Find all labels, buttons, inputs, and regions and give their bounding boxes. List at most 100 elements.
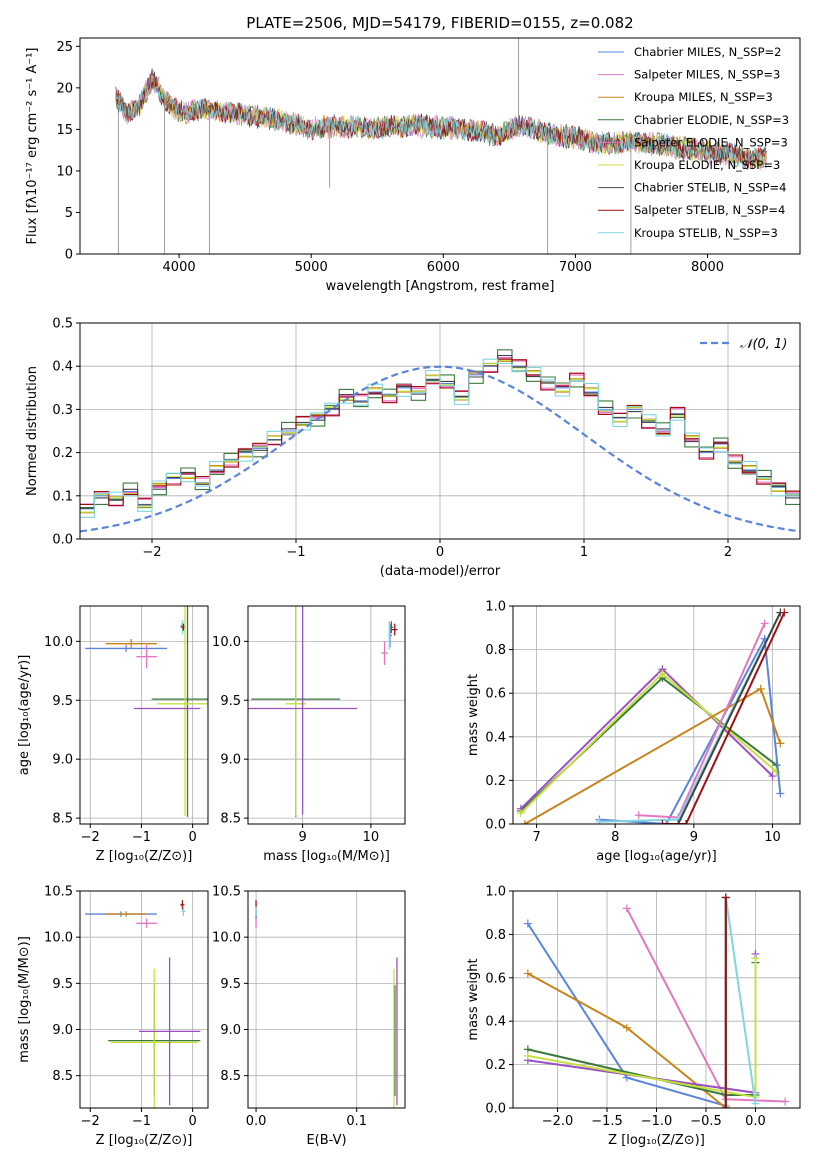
panel-spectrum: 4000 5000 6000 7000 8000 0 5 10 15 20 25 wavelength… bbox=[25, 37, 801, 294]
axes-frame bbox=[79, 322, 801, 540]
panel-z-mass: −2 −1 0 8.5 9.0 9.5 10.0 10.5 Z [log₁₀(Z/Z⊙)] mas… bbox=[17, 885, 209, 1148]
data-point bbox=[248, 606, 358, 815]
x-tick-label: 10 bbox=[764, 830, 781, 845]
weight-marker bbox=[520, 820, 529, 824]
legend-label: Kroupa MILES, N_SSP=3 bbox=[634, 90, 773, 104]
x-tick-label: −1 bbox=[132, 830, 151, 845]
legend-label: Chabrier ELODIE, N_SSP=3 bbox=[634, 113, 789, 127]
x-tick-label: 2 bbox=[724, 545, 732, 560]
panel-mass-age: 9 10 8.5 9.0 9.5 10.0 mass [log₁₀(M/M⊙)] bbox=[212, 605, 406, 864]
plot-layer: 4000 5000 6000 7000 80000510152025wavelength… bbox=[17, 37, 801, 1148]
y-axis-label: Normed distribution bbox=[25, 366, 40, 496]
x-tick-label: 8 bbox=[611, 830, 619, 845]
x-axis-label: wavelength [Angstrom, rest frame] bbox=[326, 279, 555, 294]
x-tick-label: −2 bbox=[81, 830, 100, 845]
axes-frame bbox=[79, 890, 209, 1109]
weight-marker bbox=[681, 820, 690, 824]
x-axis-label: Z [log₁₀(Z/Z⊙)] bbox=[96, 849, 193, 864]
y-tick-label: 8.5 bbox=[220, 812, 241, 827]
weight-marker bbox=[595, 817, 604, 824]
data-point bbox=[136, 918, 157, 928]
x-tick-label: 10 bbox=[363, 830, 380, 845]
y-tick-label: 0.0 bbox=[485, 1102, 506, 1117]
weight-marker bbox=[634, 811, 643, 820]
y-tick-label: 0.4 bbox=[485, 1015, 506, 1030]
plot-area bbox=[80, 323, 800, 539]
weight-marker bbox=[622, 1023, 631, 1032]
y-tick-label: 15 bbox=[56, 123, 73, 138]
y-tick-label: 5 bbox=[65, 206, 73, 221]
legend-label: Salpeter STELIB, N_SSP=4 bbox=[634, 203, 785, 217]
weight-marker bbox=[523, 919, 532, 928]
weight-line bbox=[677, 612, 782, 824]
x-tick-label: 0 bbox=[188, 830, 196, 845]
x-tick-label: −0.5 bbox=[690, 1114, 722, 1129]
data-point bbox=[387, 621, 391, 650]
x-tick-label: −2 bbox=[81, 1114, 100, 1129]
panel-ebv-mass: 0.0 0.1 8.5 9.0 9.5 10.0 10.5 E(B-V) bbox=[212, 885, 406, 1148]
weight-marker bbox=[721, 1104, 730, 1108]
x-tick-label: 1 bbox=[580, 545, 588, 560]
y-tick-label: 20 bbox=[56, 81, 73, 96]
y-tick-label: 10.0 bbox=[44, 931, 73, 946]
y-tick-label: 1.0 bbox=[485, 885, 506, 900]
legend-label: Chabrier STELIB, N_SSP=4 bbox=[634, 181, 786, 195]
panel-residuals: −2 −1 0 1 2 0.0 0.1 0.2 0.3 0.4 0.5 (data-model)/er… bbox=[25, 317, 801, 579]
weight-marker bbox=[721, 893, 730, 902]
y-tick-label: 10.5 bbox=[212, 885, 241, 900]
y-tick-label: 0.8 bbox=[485, 643, 506, 658]
y-tick-label: 8.5 bbox=[52, 1069, 73, 1084]
weight-marker bbox=[523, 1051, 532, 1060]
legend-label: Salpeter ELODIE, N_SSP=3 bbox=[634, 135, 788, 149]
y-tick-label: 0.6 bbox=[485, 971, 506, 986]
weight-line bbox=[524, 687, 782, 824]
x-tick-label: −1.5 bbox=[591, 1114, 623, 1129]
x-tick-label: −1 bbox=[286, 545, 305, 560]
weight-line bbox=[527, 958, 757, 1099]
y-tick-label: 0.3 bbox=[52, 403, 73, 418]
y-tick-label: 9.0 bbox=[220, 1023, 241, 1038]
y-tick-label: 0.2 bbox=[52, 446, 73, 461]
weight-marker bbox=[751, 1099, 760, 1108]
y-tick-label: 1.0 bbox=[485, 600, 506, 615]
y-axis-label: mass weight bbox=[466, 674, 481, 756]
weight-marker bbox=[622, 904, 631, 913]
x-tick-label: −2 bbox=[142, 545, 161, 560]
x-tick-label: 9 bbox=[298, 830, 306, 845]
x-tick-label: 4000 bbox=[163, 260, 196, 275]
y-tick-label: 25 bbox=[56, 40, 73, 55]
weight-marker bbox=[760, 619, 769, 628]
axes-frame bbox=[79, 605, 209, 825]
x-tick-label: 5000 bbox=[295, 260, 328, 275]
y-tick-label: 8.5 bbox=[52, 812, 73, 827]
x-tick-label: 0.0 bbox=[246, 1114, 267, 1129]
legend-label: Kroupa STELIB, N_SSP=3 bbox=[634, 226, 778, 240]
x-axis-label: E(B-V) bbox=[306, 1133, 346, 1148]
axes-frame bbox=[79, 37, 801, 255]
panel-z-weight: −2.0 −1.5 −1.0 −0.5 0.0 0.0 0.2 0.4 0.6 0.8 1.0 Z [… bbox=[466, 885, 801, 1148]
weight-marker bbox=[658, 820, 667, 824]
weight-marker bbox=[751, 954, 760, 963]
data-point bbox=[381, 641, 388, 665]
plot-area bbox=[513, 606, 800, 824]
data-point bbox=[105, 911, 147, 917]
data-point bbox=[85, 644, 168, 652]
y-axis-label: age [log₁₀(age/yr)] bbox=[17, 655, 32, 776]
data-point bbox=[389, 621, 394, 634]
x-axis-label: (data-model)/error bbox=[380, 564, 501, 579]
legend: Chabrier MILES, N_SSP=2 Salpeter MILES, N… bbox=[598, 45, 789, 240]
data-point bbox=[138, 957, 201, 1106]
y-tick-label: 9.0 bbox=[220, 753, 241, 768]
y-tick-label: 0.2 bbox=[485, 1058, 506, 1073]
weight-marker bbox=[662, 820, 671, 824]
legend-label: Kroupa ELODIE, N_SSP=3 bbox=[634, 158, 780, 172]
y-tick-label: 9.5 bbox=[52, 694, 73, 709]
x-tick-label: 0.0 bbox=[745, 1114, 766, 1129]
data-point bbox=[156, 606, 208, 816]
figure-title: PLATE=2506, MJD=54179, FIBERID=0155, z=0… bbox=[246, 14, 633, 32]
x-tick-label: −1 bbox=[132, 1114, 151, 1129]
y-tick-label: 9.0 bbox=[52, 753, 73, 768]
weight-marker bbox=[516, 809, 525, 818]
y-tick-label: 9.5 bbox=[52, 977, 73, 992]
